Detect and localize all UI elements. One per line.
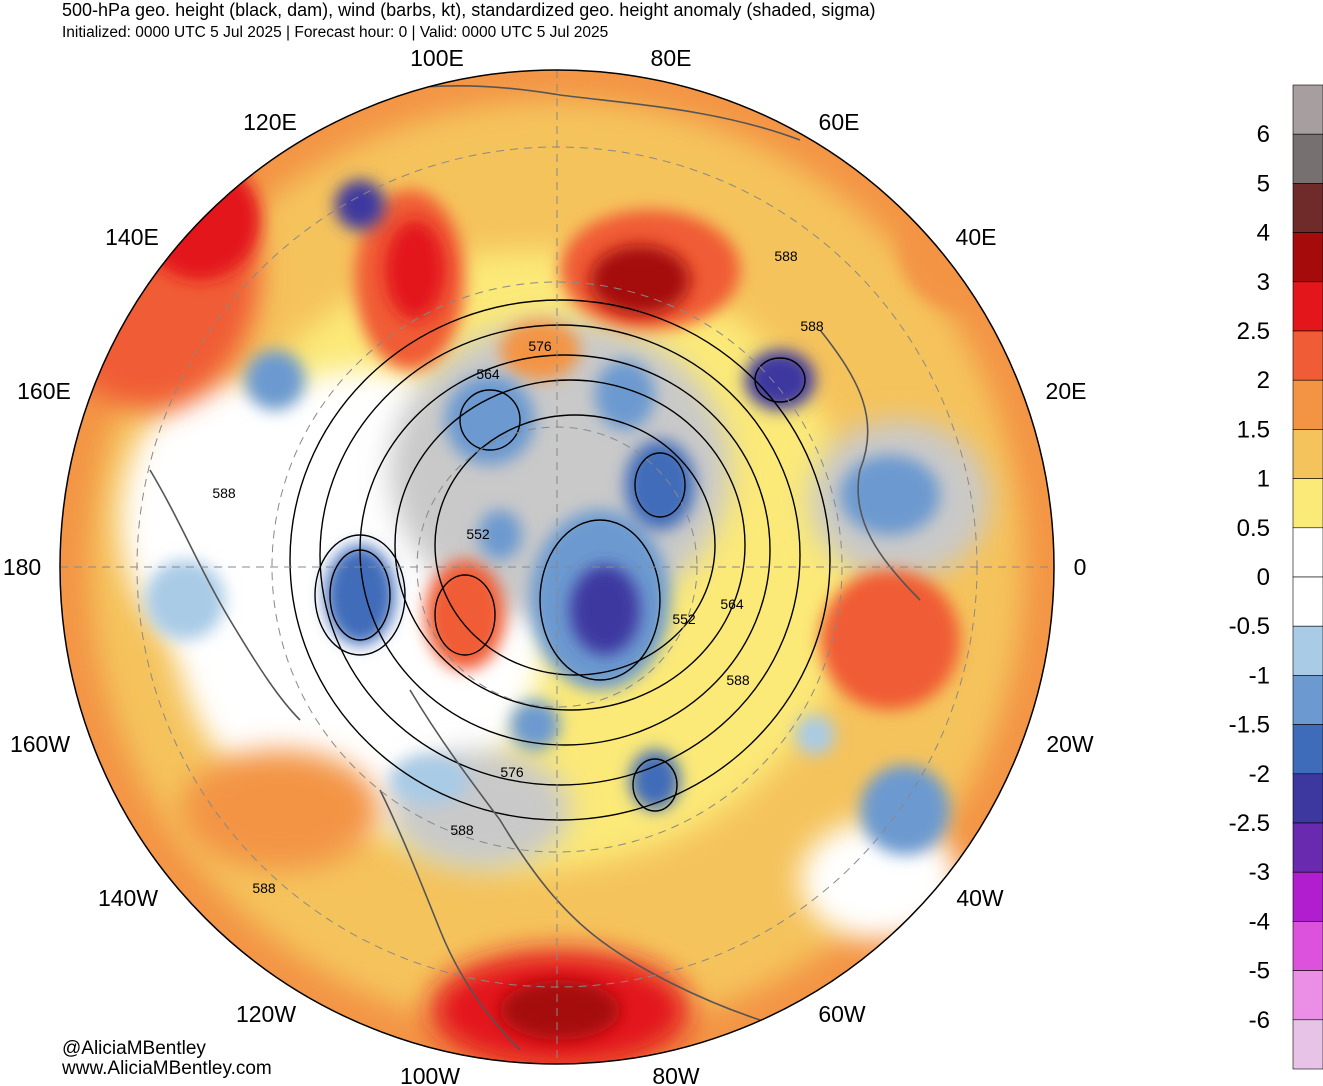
credit-website: www.AliciaMBentley.com — [62, 1058, 272, 1079]
colorbar-label: 1 — [1257, 466, 1270, 493]
colorbar-label: 3 — [1257, 269, 1270, 296]
colorbar-swatch — [1292, 724, 1323, 775]
contour-label: 588 — [450, 822, 474, 838]
map-title: 500-hPa geo. height (black, dam), wind (… — [62, 0, 876, 20]
contour-label: 564 — [476, 366, 500, 382]
colorbar-label: 2 — [1257, 367, 1270, 394]
colorbar-swatch — [1292, 675, 1323, 725]
lon-label-160e: 160E — [17, 378, 71, 404]
colorbar-label: 2.5 — [1237, 318, 1270, 345]
colorbar-label: -4 — [1249, 908, 1270, 935]
colorbar-label: -5 — [1249, 958, 1270, 985]
colorbar-swatch — [1292, 232, 1323, 283]
colorbar-label: -1 — [1249, 662, 1270, 689]
contour-label: 588 — [774, 248, 798, 264]
contour-label: 588 — [726, 672, 750, 688]
colorbar-swatch — [1292, 871, 1323, 922]
contour-label: 576 — [528, 338, 552, 354]
contour-label: 576 — [500, 764, 524, 780]
credit-handle: @AliciaMBentley — [62, 1038, 206, 1059]
colorbar-label: 0.5 — [1237, 515, 1270, 542]
colorbar-swatch — [1292, 281, 1323, 332]
lon-label-140e: 140E — [105, 224, 159, 250]
lon-label-100e: 100E — [410, 45, 464, 71]
anomaly-shading — [60, 70, 1054, 1064]
colorbar-swatch — [1292, 429, 1323, 479]
colorbar-swatch — [1292, 773, 1323, 824]
lon-label-80e: 80E — [651, 45, 692, 71]
lon-label-60e: 60E — [819, 109, 860, 135]
colorbar-label: -1.5 — [1229, 712, 1270, 739]
colorbar-swatch — [1292, 133, 1323, 184]
colorbar-label: -3 — [1249, 859, 1270, 886]
colorbar-swatch — [1292, 625, 1323, 676]
map-subtitle: Initialized: 0000 UTC 5 Jul 2025 | Forec… — [62, 24, 609, 41]
colorbar-swatch — [1292, 970, 1323, 1021]
colorbar-label: -2 — [1249, 761, 1270, 788]
lon-label-60w: 60W — [818, 1001, 866, 1027]
map-boundary — [59, 69, 1055, 1065]
colorbar-label: 0 — [1257, 564, 1270, 591]
contour-labels: 588 588 576 564 588 552 552 564 588 576 … — [212, 248, 824, 896]
lon-label-140w: 140W — [98, 885, 158, 911]
colorbar: 6 5 4 3 2.5 2 1.5 1 0.5 0 -0.5 -1 -1.5 -2 -2.5 -3 -4 -5 -6 — [1229, 84, 1323, 1070]
lon-label-80w: 80W — [652, 1063, 700, 1086]
colorbar-swatch — [1292, 921, 1323, 971]
graticule — [60, 70, 1054, 1064]
colorbar-swatch — [1292, 822, 1323, 873]
colorbar-swatch — [1292, 330, 1323, 381]
colorbar-label: -0.5 — [1229, 613, 1270, 640]
colorbar-swatch — [1292, 183, 1323, 233]
lon-label-0: 0 — [1074, 554, 1087, 580]
colorbar-label: 6 — [1257, 121, 1270, 148]
colorbar-label: -6 — [1249, 1007, 1270, 1034]
lon-label-160w: 160W — [10, 731, 70, 757]
lon-label-40w: 40W — [956, 885, 1004, 911]
colorbar-swatch — [1292, 84, 1323, 135]
lon-label-100w: 100W — [400, 1063, 460, 1086]
longitude-labels: 100E 80E 120E 60E 140E 40E 160E 20E 180 … — [3, 45, 1094, 1086]
colorbar-swatch — [1292, 576, 1323, 627]
colorbar-label: 4 — [1257, 220, 1270, 247]
height-contours — [289, 299, 831, 821]
lon-label-120e: 120E — [243, 109, 297, 135]
lon-label-20w: 20W — [1046, 731, 1094, 757]
colorbar-swatch — [1292, 379, 1323, 430]
colorbar-label: 5 — [1257, 170, 1270, 197]
lon-label-40e: 40E — [956, 224, 997, 250]
colorbar-swatch — [1292, 478, 1323, 529]
contour-label: 588 — [800, 318, 824, 334]
contour-label: 588 — [252, 880, 276, 896]
colorbar-label: 1.5 — [1237, 416, 1270, 443]
colorbar-label: -2.5 — [1229, 810, 1270, 837]
contour-label: 564 — [720, 596, 744, 612]
contour-label: 552 — [466, 526, 490, 542]
lon-label-20e: 20E — [1046, 378, 1087, 404]
colorbar-swatch — [1292, 527, 1323, 578]
colorbar-swatch — [1292, 1019, 1323, 1070]
contour-label: 588 — [212, 485, 236, 501]
lon-label-120w: 120W — [236, 1001, 296, 1027]
lon-label-180: 180 — [3, 554, 41, 580]
contour-label: 552 — [672, 611, 696, 627]
